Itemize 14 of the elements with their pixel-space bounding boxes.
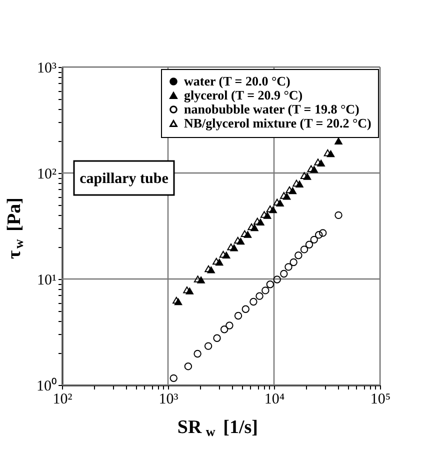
x-tick-label: 10⁴	[264, 392, 285, 408]
y-tick-label: 10²	[37, 166, 57, 182]
x-tick-label: 10³	[158, 392, 179, 408]
x-tick-label: 10⁵	[370, 392, 391, 408]
y-tick-label: 10⁰	[36, 378, 56, 394]
y-axis-title: τw [Pa]	[4, 198, 26, 260]
y-tick-label: 10¹	[37, 272, 56, 288]
legend-label: water (T = 20.0 °C)	[184, 74, 290, 88]
annotation: capillary tube	[80, 171, 169, 187]
y-tick-label: 10³	[37, 60, 57, 76]
x-tick-label: 10²	[52, 392, 73, 408]
legend-label: nanobubble water (T = 19.8 °C)	[184, 102, 360, 116]
legend-label: glycerol (T = 20.9 °C)	[184, 88, 303, 102]
legend-label: NB/glycerol mixture (T = 20.2 °C)	[184, 116, 372, 130]
